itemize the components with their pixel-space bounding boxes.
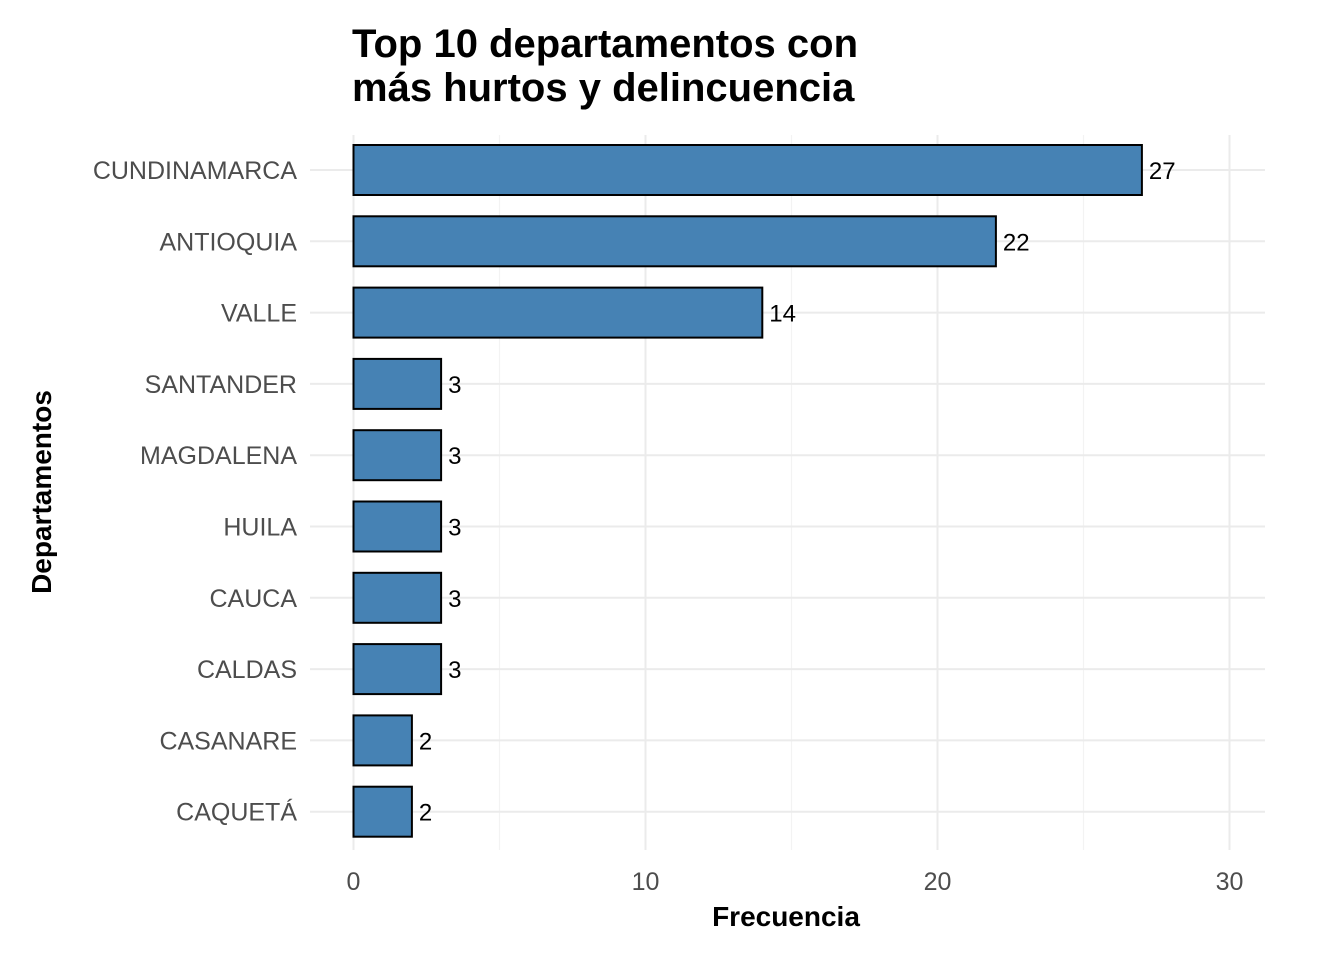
y-axis-title: Departamentos [26,390,57,594]
x-tick-label: 0 [347,868,361,896]
x-tick-label: 10 [632,868,660,896]
y-tick-label: CALDAS [197,656,297,684]
y-tick-label: ANTIOQUIA [159,228,297,256]
y-tick-label: CASANARE [159,727,297,755]
bar [352,357,443,410]
y-tick-label: CAUCA [209,585,297,613]
bar [352,500,443,553]
bar-value-label: 3 [448,443,461,470]
bar [352,785,413,838]
bar [352,144,1143,196]
bar [352,571,443,624]
bar [352,714,413,767]
bar [352,215,997,268]
y-tick-label: SANTANDER [145,371,297,399]
y-tick-label: VALLE [221,300,297,328]
bar-value-label: 27 [1149,158,1176,185]
y-tick-label: HUILA [223,514,297,542]
x-axis-title: Frecuencia [712,901,860,932]
bar-value-label: 2 [419,800,432,827]
x-tick-label: 20 [924,868,952,896]
bar-value-label: 2 [419,728,432,755]
y-tick-label: MAGDALENA [140,442,297,470]
bar [352,286,764,339]
bar-value-label: 3 [448,515,461,542]
bar [352,429,443,482]
bar-value-label: 22 [1003,229,1030,256]
bar [352,643,443,696]
bars [352,144,1143,838]
bar-value-label: 14 [769,301,796,328]
bar-value-label: 3 [448,372,461,399]
x-tick-label: 30 [1216,868,1244,896]
y-tick-label: CAQUETÁ [176,798,297,827]
chart-title: Top 10 departamentos con más hurtos y de… [352,22,858,110]
bar-value-label: 3 [448,657,461,684]
chart-title-line-1: Top 10 departamentos con [352,22,859,66]
labels: 27CUNDINAMARCA22ANTIOQUIA14VALLE3SANTAND… [93,157,1244,896]
chart-title-line-2: más hurtos y delincuencia [352,66,855,110]
bar-value-label: 3 [448,586,461,613]
y-tick-label: CUNDINAMARCA [93,157,298,185]
